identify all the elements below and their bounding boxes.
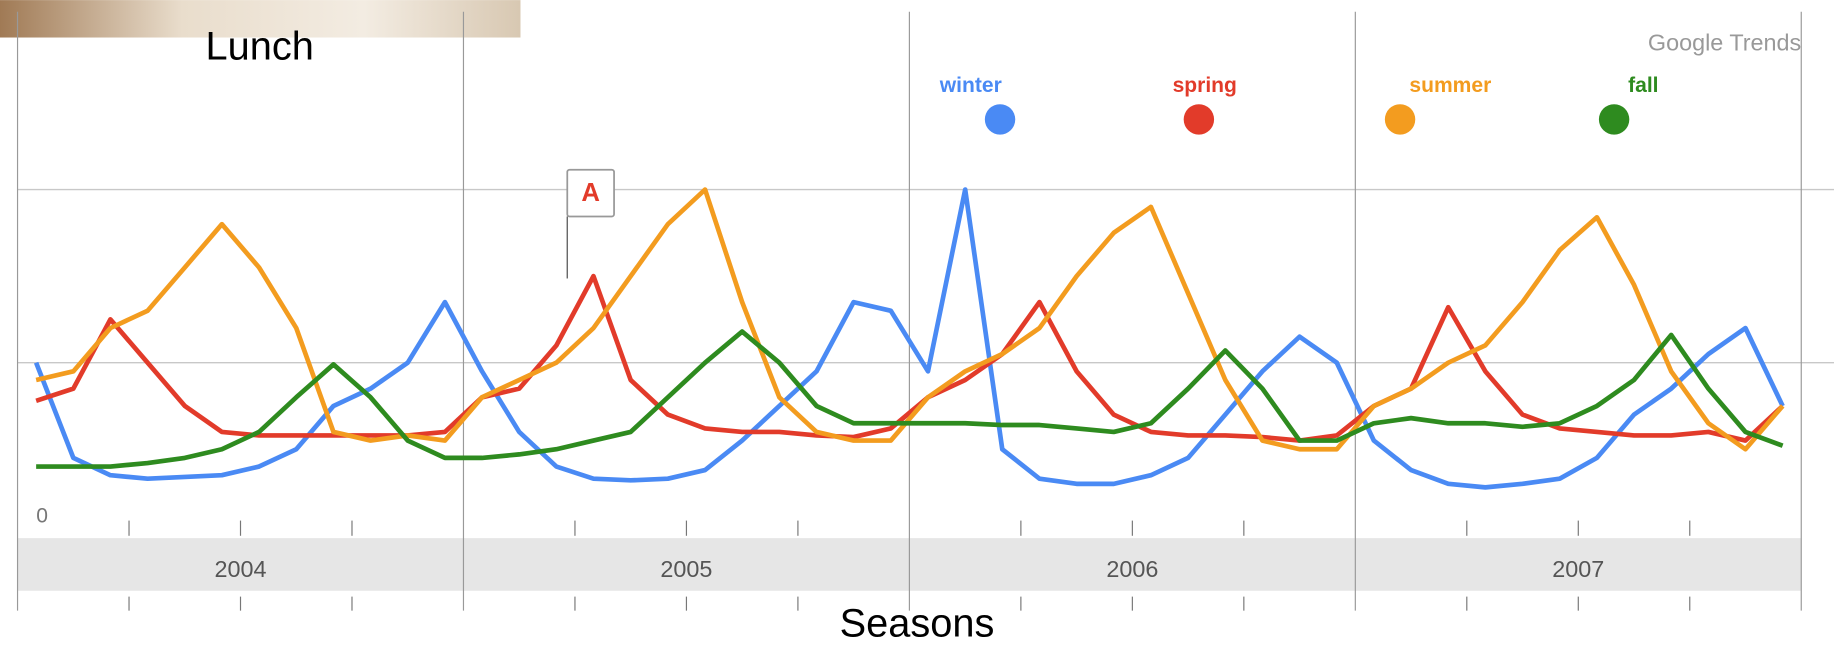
- series-line: [35, 187, 1785, 452]
- chart-title: Lunch: [206, 25, 314, 69]
- series-line: [35, 273, 1785, 443]
- x-tick-label: 2007: [1552, 556, 1604, 582]
- legend-marker: [984, 104, 1016, 135]
- series-line: [36, 329, 1784, 469]
- x-axis-title: Seasons: [840, 601, 995, 645]
- annotation-box: [566, 168, 615, 218]
- legend-label: spring: [1173, 74, 1237, 97]
- watermark: Google Trends: [1648, 30, 1801, 56]
- x-tick-label: 2006: [1106, 556, 1158, 582]
- legend-label: summer: [1409, 74, 1491, 97]
- legend-marker: [1183, 104, 1215, 135]
- photo: [0, 0, 521, 38]
- annotation: A: [566, 168, 615, 279]
- legend-marker: [1598, 104, 1630, 135]
- legend-label: fall: [1628, 74, 1658, 97]
- annotation-label: A: [581, 179, 600, 207]
- y-tick-label: 0: [36, 505, 48, 528]
- x-tick-label: 2004: [214, 556, 266, 582]
- x-tick-label: 2005: [660, 556, 712, 582]
- legend-label: winter: [939, 74, 1002, 97]
- legend-marker: [1384, 104, 1416, 135]
